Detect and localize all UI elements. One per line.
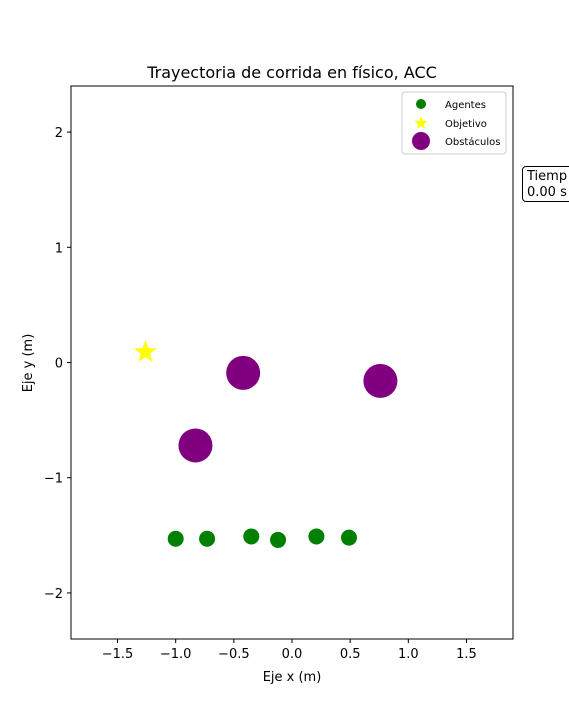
agente-point	[270, 531, 287, 548]
objetivo-point	[134, 340, 157, 362]
x-tick-label: 1.5	[456, 647, 477, 662]
agente-point	[167, 530, 184, 547]
legend: Agentes Objetivo Obstáculos	[401, 91, 507, 155]
agente-point	[308, 528, 325, 545]
y-tick-label: 1	[55, 241, 63, 256]
legend-obstaculos-marker	[412, 132, 430, 150]
obstaculo-point	[178, 428, 213, 463]
y-tick-label: 2	[55, 126, 63, 141]
agente-point	[340, 529, 357, 546]
y-tick-label: 0	[55, 357, 63, 372]
legend-agentes-label: Agentes	[445, 100, 486, 111]
legend-agentes-marker	[416, 99, 426, 109]
x-tick-label: 0.0	[282, 647, 303, 662]
x-tick-label: 1.0	[398, 647, 419, 662]
x-tick-label: 0.5	[340, 647, 361, 662]
x-tick-label: −1.5	[102, 647, 134, 662]
data-marks	[134, 340, 398, 548]
legend-objetivo-marker	[414, 116, 428, 129]
y-tick-label: −1	[44, 472, 63, 487]
legend-obstaculos-label: Obstáculos	[445, 136, 500, 148]
plot-frame	[70, 85, 514, 640]
y-axis-label: Eje y (m)	[21, 334, 36, 393]
time-annotation-value: 0.00 s	[527, 185, 567, 200]
obstaculo-point	[226, 355, 261, 390]
axis-ticks: −1.5 −1.0 −0.5 0.0 0.5 1.0 1.5 −2 −1 0 1 2	[44, 126, 477, 662]
chart-title: Trayectoria de corrida en físico, ACC	[146, 63, 437, 82]
agente-point	[243, 528, 260, 545]
obstaculo-point	[363, 363, 398, 398]
y-tick-label: −2	[44, 587, 63, 602]
legend-objetivo-label: Objetivo	[445, 119, 487, 130]
agente-point	[199, 530, 216, 547]
x-tick-label: −1.0	[160, 647, 192, 662]
x-tick-label: −0.5	[218, 647, 250, 662]
time-annotation-label: Tiemp	[527, 169, 568, 184]
time-annotation: Tiemp 0.00 s	[522, 166, 569, 202]
x-axis-label: Eje x (m)	[263, 670, 322, 685]
